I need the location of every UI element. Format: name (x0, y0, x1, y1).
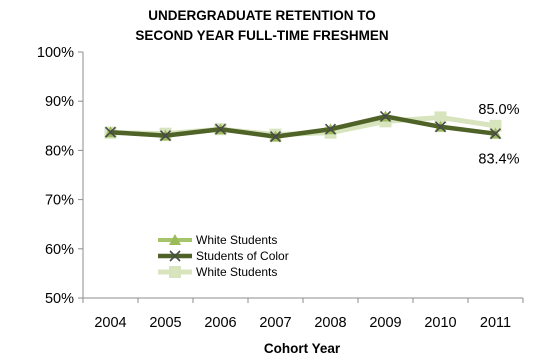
chart-title-line-1: UNDERGRADUATE RETENTION TO (148, 8, 376, 23)
data-point (159, 130, 172, 142)
x-tick-label: 2009 (369, 315, 401, 331)
series-layer (104, 110, 502, 143)
y-tick-label: 50% (45, 291, 74, 307)
y-tick-label: 100% (37, 45, 74, 61)
y-tick-label: 80% (45, 143, 74, 159)
x-tick-label: 2005 (149, 315, 181, 331)
x-tick-label: 2010 (424, 315, 456, 331)
legend-label: Students of Color (196, 249, 289, 263)
y-tick-label: 90% (45, 94, 74, 110)
series-2 (104, 110, 502, 143)
data-point (489, 119, 502, 132)
x-tick-label: 2004 (94, 315, 126, 331)
legend: White Students Students of Color White Stu… (158, 233, 289, 279)
x-axis: 2004 2005 2006 2007 2008 2009 2010 2011 (82, 297, 524, 331)
x-tick-label: 2007 (259, 315, 291, 331)
legend-entry: Students of Color (158, 249, 289, 263)
data-point (324, 123, 337, 135)
data-point (214, 123, 227, 135)
legend-label: White Students (196, 233, 277, 247)
annotation-layer: 85.0% 83.4% (478, 102, 519, 168)
data-point (489, 128, 502, 140)
data-point (269, 131, 282, 143)
y-axis: 50% 60% 70% 80% 90% 100% (37, 45, 84, 307)
legend-entry: White Students (158, 265, 277, 279)
legend-entry: White Students (158, 233, 277, 247)
x-tick-label: 2006 (204, 315, 236, 331)
x-tick-label: 2008 (314, 315, 346, 331)
x-tick-label: 2011 (480, 315, 511, 331)
legend-swatch-marker (169, 234, 181, 245)
data-point (434, 121, 447, 133)
series-line (110, 114, 496, 139)
chart-title-line-2: SECOND YEAR FULL-TIME FRESHMEN (135, 28, 388, 43)
data-point (104, 126, 117, 138)
data-point (434, 111, 447, 124)
annotation-label: 85.0% (478, 102, 519, 118)
legend-swatch-marker (169, 250, 181, 262)
data-point (379, 110, 392, 123)
legend-swatch-marker (169, 266, 181, 278)
annotation-label: 83.4% (478, 152, 519, 168)
legend-label: White Students (196, 265, 277, 279)
y-tick-label: 70% (45, 193, 74, 209)
x-axis-label: Cohort Year (264, 341, 341, 356)
y-tick-label: 60% (45, 242, 74, 258)
